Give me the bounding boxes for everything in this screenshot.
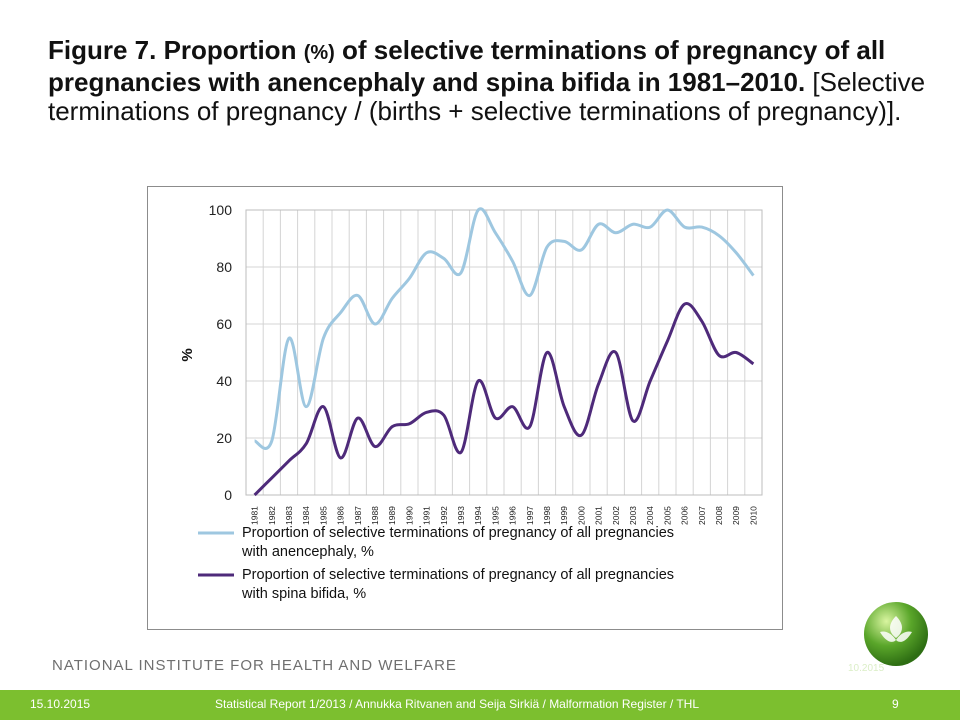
legend: Proportion of selective terminations of … — [198, 525, 674, 602]
slide-title: Figure 7. Proportion (%) of selective te… — [48, 36, 928, 126]
x-tick-label: 1982 — [267, 506, 277, 525]
series-line-1 — [253, 207, 755, 450]
title-bold: Figure 7. Proportion — [48, 35, 297, 65]
chart-frame: 0 20 40 60 80 100 1981 1982 1983 1984 1985 1986 198… — [147, 186, 783, 630]
x-tick-label: 2004 — [645, 506, 655, 525]
x-tick-label: 1991 — [422, 506, 432, 525]
x-tick-label: 2009 — [731, 506, 741, 525]
plot-area-border — [245, 209, 763, 496]
x-tick-label: 2001 — [594, 506, 604, 525]
y-tick-label: 80 — [216, 259, 232, 275]
x-tick-label: 2008 — [714, 506, 724, 525]
footer-bar — [0, 690, 960, 720]
y-tick-label: 60 — [216, 316, 232, 332]
footer-page-number: 9 — [892, 697, 899, 711]
x-tick-label: 1987 — [353, 506, 363, 525]
x-tick-label: 1996 — [508, 506, 518, 525]
x-tick-label: 1994 — [473, 506, 483, 525]
x-tick-label: 2007 — [697, 506, 707, 525]
footer-date: 15.10.2015 — [30, 697, 91, 711]
series-layer — [253, 207, 755, 497]
x-tick-label: 1993 — [456, 506, 466, 525]
legend-entry-2: Proportion of selective terminations of … — [241, 567, 674, 602]
x-tick-label: 1998 — [542, 506, 552, 525]
y-tick-label: 100 — [209, 202, 233, 218]
footer-citation: Statistical Report 1/2013 / Annukka Ritv… — [215, 697, 700, 711]
y-tick-label: 40 — [216, 373, 232, 389]
title-normal: [Selective terminations of pregnancy / (… — [48, 67, 926, 126]
y-axis-label: % — [179, 348, 196, 361]
x-tick-label: 1997 — [525, 506, 535, 525]
leaf-sphere-icon — [864, 602, 928, 666]
y-tick-label: 0 — [224, 487, 232, 503]
x-tick-label: 2002 — [611, 506, 621, 525]
x-tick-label: 2005 — [662, 506, 672, 525]
x-tick-label: 1984 — [301, 506, 311, 525]
x-tick-label: 2003 — [628, 506, 638, 525]
legend-entry-1: Proportion of selective terminations of … — [241, 525, 674, 560]
x-tick-label: 1992 — [439, 506, 449, 525]
x-tick-label: 1990 — [404, 506, 414, 525]
y-tick-layer: 0 20 40 60 80 100 — [209, 202, 233, 503]
title-bold-2: of selective terminations of pregnancy o… — [48, 35, 886, 97]
x-tick-label: 1995 — [490, 506, 500, 525]
x-tick-layer: 1981 1982 1983 1984 1985 1986 1987 1988 1989 1990… — [250, 506, 759, 525]
thl-logo — [858, 598, 932, 677]
x-tick-label: 2000 — [576, 506, 586, 525]
x-tick-label: 1983 — [284, 506, 294, 525]
x-tick-label: 1985 — [318, 506, 328, 525]
x-tick-label: 1989 — [387, 506, 397, 525]
series-line-2 — [253, 302, 755, 497]
x-tick-label: 2006 — [680, 506, 690, 525]
logo-date: 10.2015 — [848, 663, 885, 674]
grid-layer — [245, 209, 763, 496]
x-tick-label: 1986 — [336, 506, 346, 525]
title-small: (%) — [303, 42, 335, 64]
x-tick-label: 1999 — [559, 506, 569, 525]
y-tick-label: 20 — [216, 430, 232, 446]
x-tick-label: 1981 — [250, 506, 260, 525]
x-tick-label: 1988 — [370, 506, 380, 525]
x-tick-label: 2010 — [748, 506, 758, 525]
footer-organization: NATIONAL INSTITUTE FOR HEALTH AND WELFAR… — [52, 657, 457, 674]
